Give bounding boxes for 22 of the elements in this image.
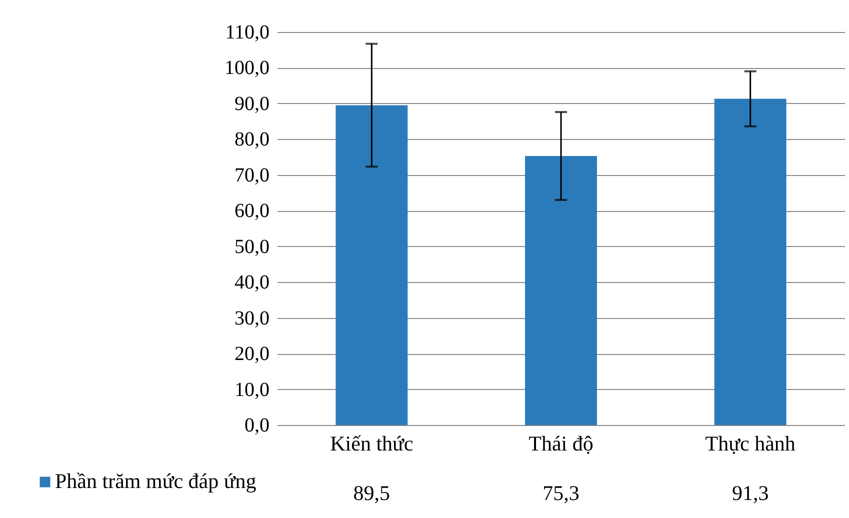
bar [714, 98, 786, 425]
y-tick-label: 80,0 [234, 128, 270, 151]
y-tick-label: 70,0 [234, 164, 270, 186]
y-tick-label: 20,0 [234, 343, 270, 366]
y-tick-label: 10,0 [234, 378, 270, 401]
x-tick-label: Kiến thức [330, 432, 414, 456]
bar [336, 105, 408, 425]
bar [525, 156, 597, 425]
y-tick-label: 90,0 [234, 92, 270, 115]
y-tick-label: 110,0 [225, 22, 270, 44]
y-tick-label: 100,0 [224, 57, 270, 80]
y-tick-label: 50,0 [234, 236, 270, 258]
x-tick-label: Thực hành [705, 432, 796, 456]
y-tick-label: 40,0 [234, 272, 270, 294]
legend-label: Phần trăm mức đáp ứng [55, 469, 257, 493]
data-label: 91,3 [732, 481, 769, 505]
y-tick-label: 0,0 [244, 414, 270, 436]
data-label: 89,5 [353, 481, 390, 505]
data-label: 75,3 [542, 481, 580, 505]
y-tick-label: 30,0 [234, 307, 270, 330]
x-tick-label: Thái độ [528, 432, 594, 456]
y-tick-label: 60,0 [234, 200, 270, 222]
